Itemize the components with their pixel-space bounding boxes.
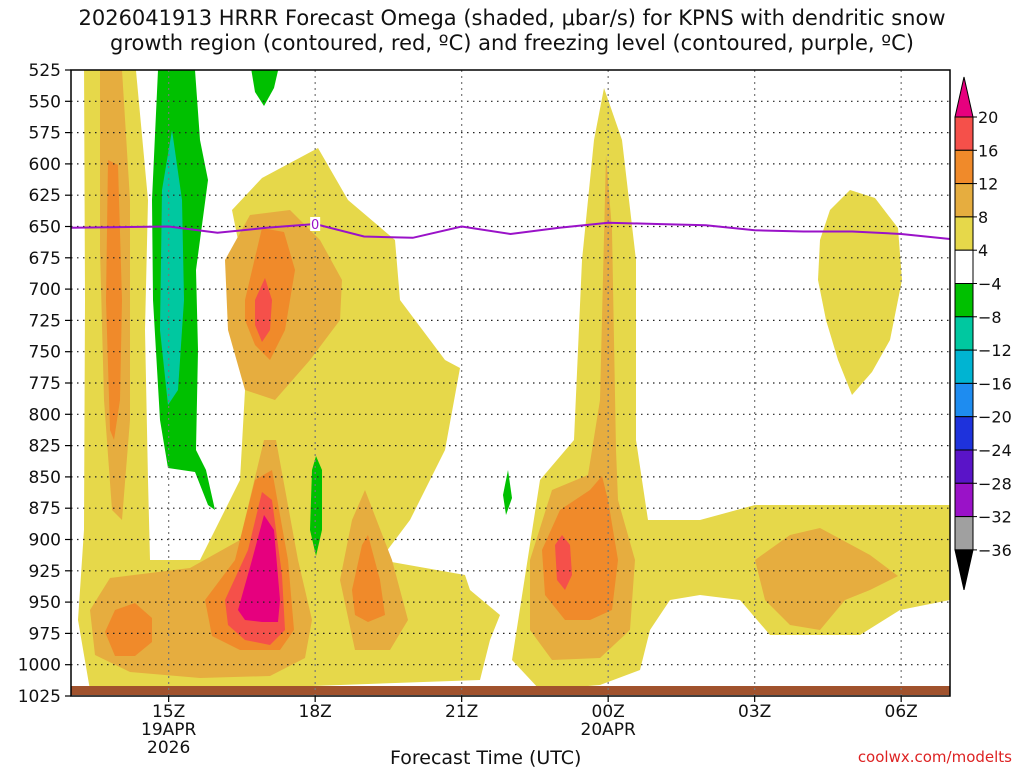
ground-surface xyxy=(71,686,950,695)
colorbar-label: −28 xyxy=(978,474,1012,493)
colorbar-label: −4 xyxy=(978,275,1002,294)
omega-region-neg4-small-right xyxy=(503,470,512,515)
y-tick-label: 1025 xyxy=(18,687,61,707)
colorbar-label: 20 xyxy=(978,108,998,127)
x-tick-date: 20APR xyxy=(581,720,637,740)
credit-link[interactable]: coolwx.com/modelts xyxy=(857,748,1012,766)
y-tick-label: 600 xyxy=(29,155,61,175)
colorbar-label: −16 xyxy=(978,374,1012,393)
colorbar: 20 16 12 8 4 −4 −8 −12 −16 −20 −24 −28 −32 −36 xyxy=(954,76,1012,591)
x-tick-label: 00Z xyxy=(592,702,625,722)
x-tick-label: 18Z xyxy=(299,702,332,722)
omega-region-pos12-lower-left xyxy=(105,603,152,656)
y-tick-label: 650 xyxy=(29,218,61,238)
y-axis: 525 550 575 600 625 650 675 700 725 750 775 800 825 8… xyxy=(18,61,71,707)
x-tick-date: 19APR xyxy=(141,720,197,740)
y-tick-label: 925 xyxy=(29,562,61,582)
x-tick-label: 03Z xyxy=(738,702,771,722)
y-tick-label: 900 xyxy=(29,531,61,551)
colorbar-segment xyxy=(954,482,974,518)
chart-title: 2026041913 HRRR Forecast Omega (shaded, … xyxy=(0,6,1024,56)
colorbar-segment xyxy=(954,416,974,451)
y-tick-label: 800 xyxy=(29,405,61,425)
omega-region-pos20-lower xyxy=(238,515,280,622)
colorbar-segment xyxy=(954,516,974,551)
omega-region-neg4-top xyxy=(251,70,279,106)
freezing-level-label-background xyxy=(310,216,321,231)
y-tick-label: 975 xyxy=(29,624,61,644)
colorbar-label: −32 xyxy=(978,508,1012,527)
x-tick-label: 15Z xyxy=(152,702,185,722)
omega-region-neg4-small-mid xyxy=(310,456,322,556)
colorbar-segment xyxy=(954,183,974,218)
y-tick-label: 775 xyxy=(29,374,61,394)
freezing-level-contour xyxy=(70,221,951,240)
colorbar-label: 4 xyxy=(978,241,988,260)
colorbar-label: −8 xyxy=(978,308,1002,327)
omega-region-pos8-far-right xyxy=(755,528,898,630)
y-tick-label: 850 xyxy=(29,468,61,488)
y-tick-label: 550 xyxy=(29,92,61,112)
y-tick-label: 1000 xyxy=(18,656,61,676)
y-tick-label: 950 xyxy=(29,593,61,613)
freezing-level-label: 0 xyxy=(311,218,319,233)
y-tick-label: 625 xyxy=(29,186,61,206)
gridlines xyxy=(71,70,950,696)
y-tick-label: 575 xyxy=(29,124,61,144)
x-tick-year: 2026 xyxy=(147,738,190,758)
colorbar-label: −24 xyxy=(978,441,1012,460)
colorbar-label: −12 xyxy=(978,341,1012,360)
colorbar-max-arrow xyxy=(954,76,974,118)
colorbar-segment xyxy=(954,349,974,384)
colorbar-label: −36 xyxy=(978,541,1012,560)
colorbar-label: 12 xyxy=(978,175,998,194)
y-tick-label: 750 xyxy=(29,343,61,363)
x-tick-label: 21Z xyxy=(445,702,478,722)
omega-region-pos16-mid xyxy=(255,278,272,342)
colorbar-label: 16 xyxy=(978,141,998,160)
colorbar-label: −20 xyxy=(978,408,1012,427)
colorbar-segment xyxy=(954,116,974,151)
x-axis-title: Forecast Time (UTC) xyxy=(390,747,582,769)
chart-title-line2: growth region (contoured, red, ºC) and f… xyxy=(110,31,914,55)
omega-region-pos12-left xyxy=(106,160,122,440)
colorbar-min-arrow xyxy=(954,549,974,591)
colorbar-segment xyxy=(954,449,974,484)
colorbar-segment xyxy=(954,316,974,351)
y-tick-label: 875 xyxy=(29,499,61,519)
omega-region-neg8-upper xyxy=(160,130,184,405)
y-tick-label: 675 xyxy=(29,249,61,269)
y-tick-label: 700 xyxy=(29,280,61,300)
y-tick-label: 725 xyxy=(29,311,61,331)
omega-region-pos16-right xyxy=(555,535,572,590)
colorbar-segment xyxy=(954,249,974,284)
omega-region-pos4-far-right xyxy=(818,190,902,395)
colorbar-segment xyxy=(954,149,974,185)
colorbar-segment xyxy=(954,283,974,318)
chart-title-line1: 2026041913 HRRR Forecast Omega (shaded, … xyxy=(78,6,946,30)
y-tick-label: 825 xyxy=(29,437,61,457)
x-tick-label: 06Z xyxy=(885,702,918,722)
y-tick-label: 525 xyxy=(29,61,61,81)
colorbar-segment xyxy=(954,382,974,418)
colorbar-label: 8 xyxy=(978,208,988,227)
colorbar-segment xyxy=(954,216,974,251)
omega-region-pos12-center xyxy=(352,535,385,622)
